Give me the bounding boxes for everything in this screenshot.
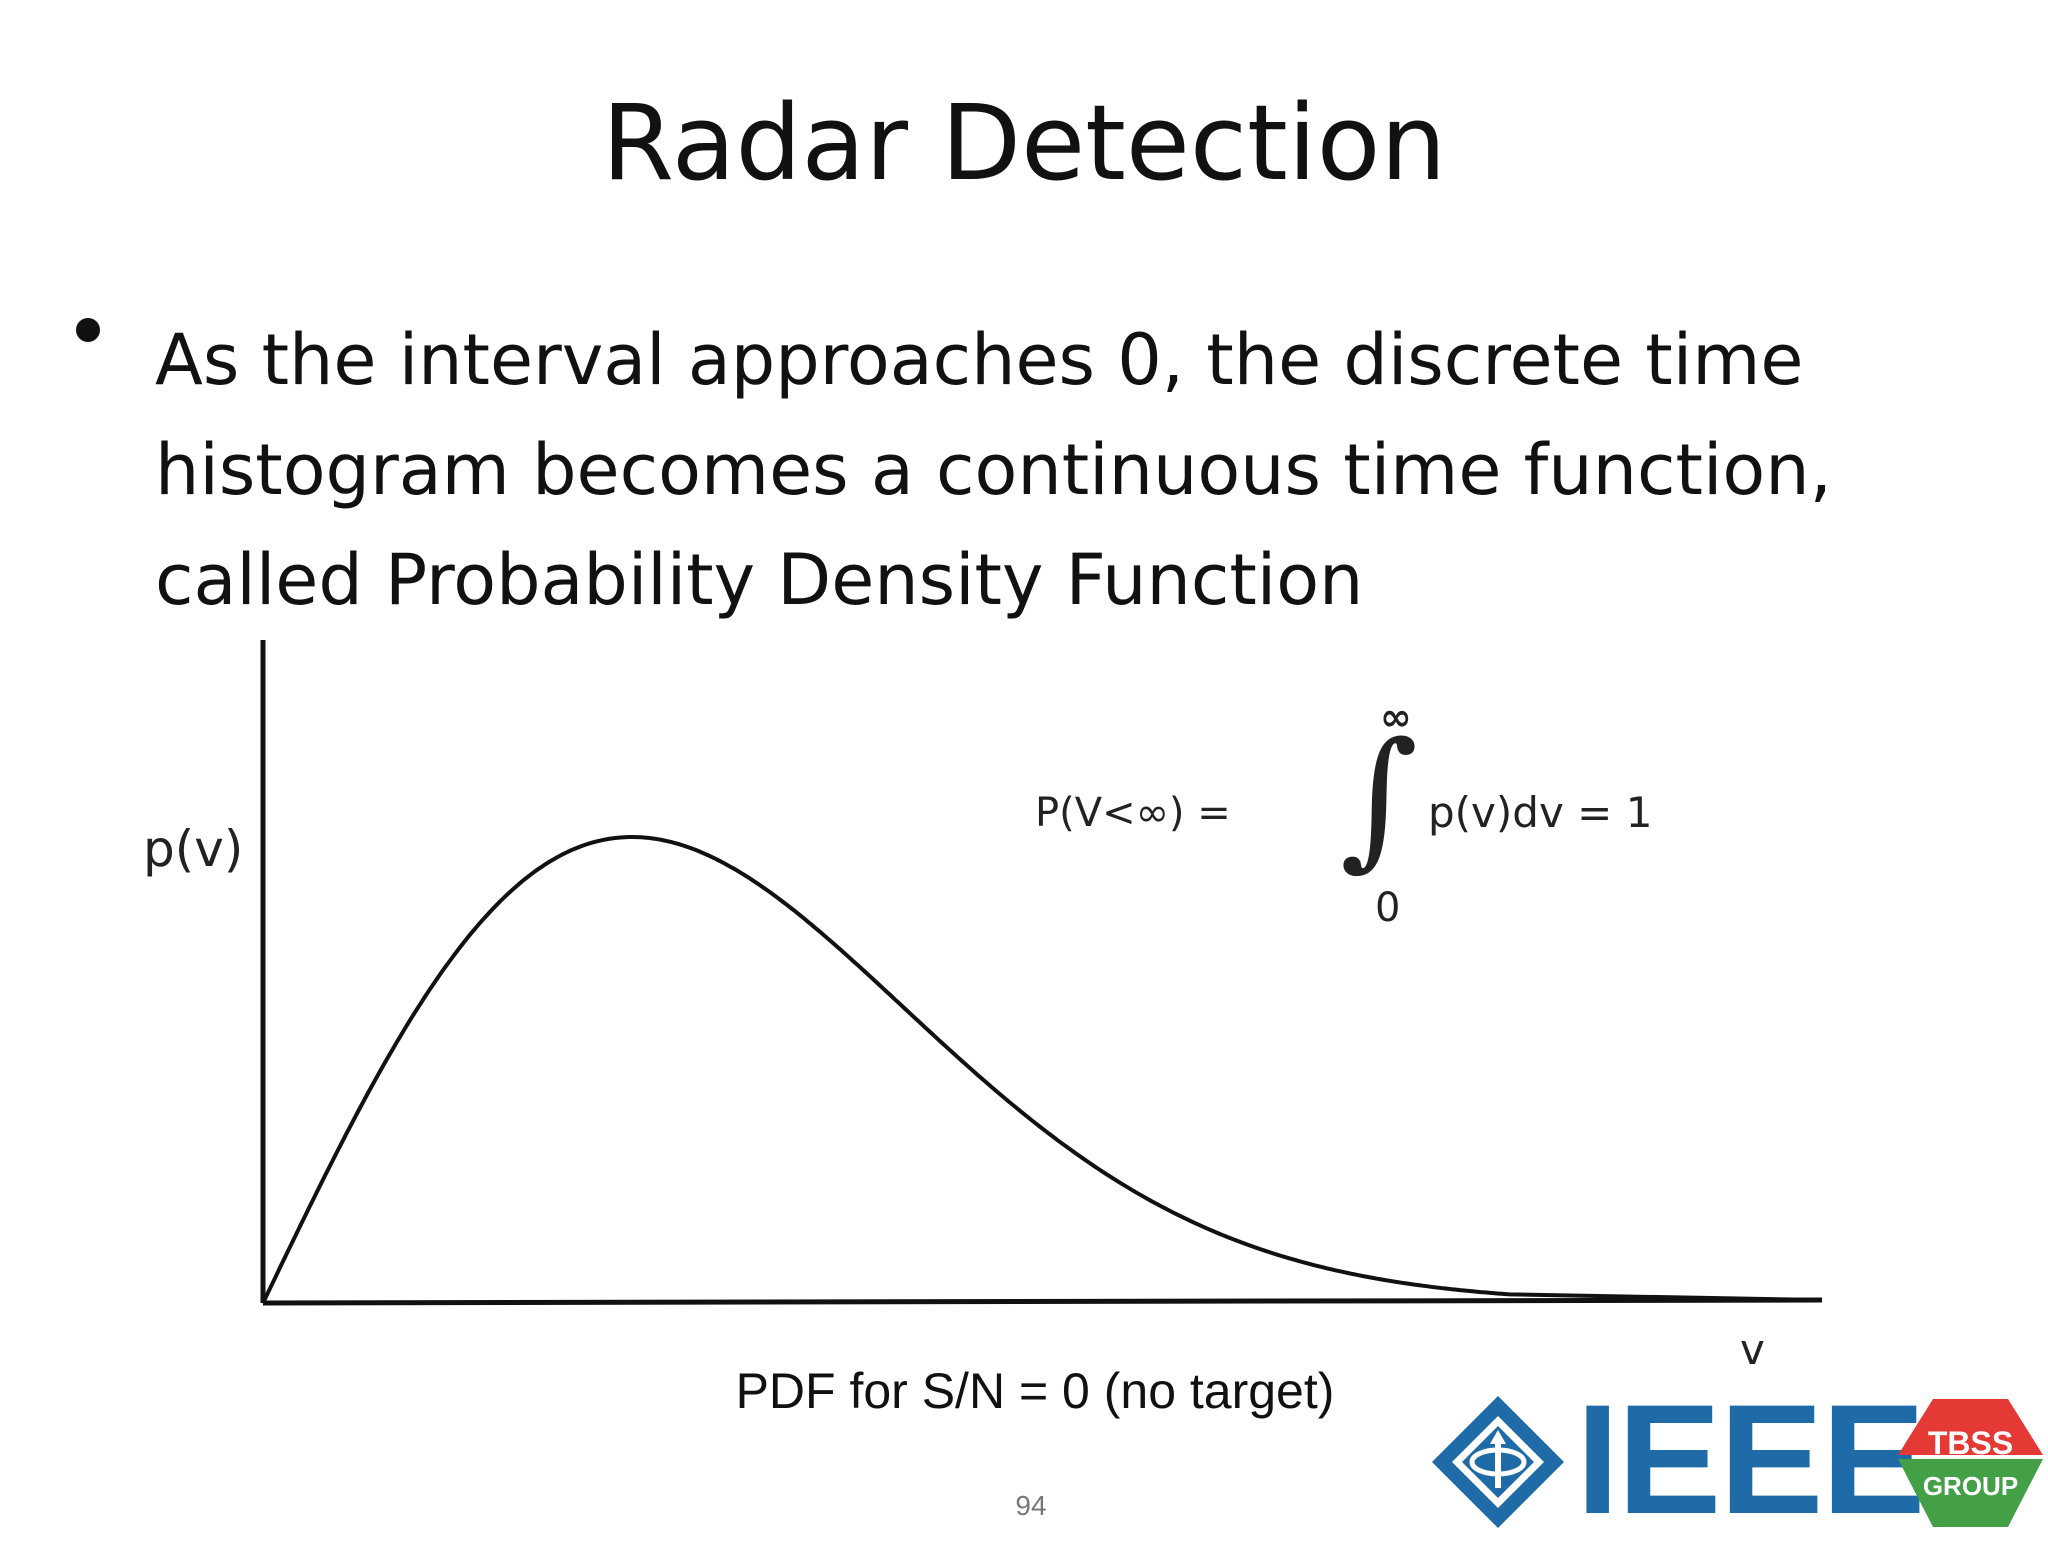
integral-lower-limit: 0 [1375,885,1401,931]
ieee-logo: IEEE [1428,1382,1925,1538]
y-axis-label: p(v) [143,820,244,878]
integral-formula: P(V<∞) = ∞ ∫ 0 p(v)dv = 1 [1035,665,1655,931]
ieee-wordmark: IEEE [1576,1373,1925,1547]
tbss-group-text: GROUP [1922,1471,2019,1501]
pdf-figure: p(v) v P(V<∞) = ∞ ∫ 0 p(v)dv = 1 [130,625,1850,1405]
formula-lhs: P(V<∞) = [1035,790,1231,836]
tbss-group-logo: TBSS GROUP [1893,1393,2048,1533]
integral-sign: ∫ [1340,711,1419,885]
slide-title: Radar Detection [601,82,1447,204]
bullet-icon [76,318,100,342]
x-axis [262,1297,1823,1306]
ieee-diamond-icon [1432,1396,1564,1528]
figure-caption: PDF for S/N = 0 (no target) [735,1363,1335,1419]
tbss-badge-icon [1898,1399,2043,1527]
bullet-text: As the interval approaches 0, the discre… [155,319,1832,621]
formula-rhs: p(v)dv = 1 [1428,788,1653,837]
integral-upper-limit: ∞ [1380,695,1412,739]
page-number: 94 [1015,1490,1047,1521]
pdf-curve [261,835,1823,1304]
pdf-plot [260,640,1823,1306]
x-axis-label: v [1740,1325,1765,1374]
tbss-text: TBSS [1927,1425,2014,1461]
